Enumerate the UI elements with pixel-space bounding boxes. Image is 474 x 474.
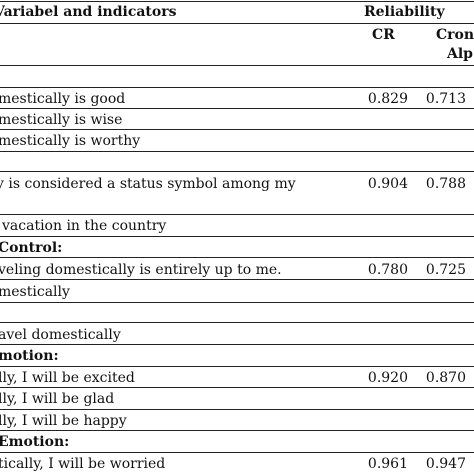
row-rule <box>0 279 474 280</box>
row-rule <box>0 430 474 431</box>
indicator-row-text: mestically <box>0 284 70 300</box>
indicator-row-text: veling domestically is entirely up to me… <box>0 262 282 278</box>
cr-value: 0.904 <box>367 176 408 192</box>
row-rule <box>0 366 474 367</box>
row-rule <box>0 387 474 388</box>
alpha-value: 0.788 <box>425 176 466 192</box>
indicator-row-text: y is considered a status symbol among my <box>0 176 296 192</box>
cr-value: 0.780 <box>367 262 408 278</box>
indicator-row-text: tically, I will be worried <box>0 456 166 472</box>
column-header-cronbach-line1: Cronb <box>436 27 474 43</box>
indicator-row-text: lly, I will be happy <box>0 413 127 429</box>
construct-heading: motion: <box>0 348 59 364</box>
row-rule <box>0 302 474 303</box>
column-header-reliability: Reliability <box>364 4 445 20</box>
alpha-value: 0.725 <box>425 262 466 278</box>
column-header-variable: Variabel and indicators <box>0 4 177 20</box>
row-rule <box>0 129 474 130</box>
indicator-row-text: mestically is worthy <box>0 133 141 149</box>
cr-value: 0.920 <box>367 370 408 386</box>
cr-value: 0.961 <box>367 456 408 472</box>
column-header-cronbach-line2: Alp <box>447 46 473 62</box>
column-header-cr: CR <box>372 27 395 43</box>
indicator-row-text: avel domestically <box>0 327 121 343</box>
header-rule <box>0 23 474 24</box>
row-rule <box>0 87 474 88</box>
header-bottom-rule <box>0 65 474 66</box>
indicator-row-text: lly, I will be excited <box>0 370 135 386</box>
row-rule <box>0 452 474 453</box>
indicator-row-text: lly, I will be glad <box>0 391 115 407</box>
table-top-rule <box>0 1 474 2</box>
alpha-value: 0.870 <box>425 370 466 386</box>
indicator-row-text: vacation in the country <box>2 218 167 234</box>
row-rule <box>0 151 474 152</box>
alpha-value: 0.713 <box>425 91 466 107</box>
row-rule <box>0 108 474 109</box>
construct-heading: Control: <box>0 240 63 256</box>
row-rule <box>0 322 474 323</box>
row-rule <box>0 409 474 410</box>
construct-heading: Emotion: <box>0 434 70 450</box>
alpha-value: 0.947 <box>425 456 466 472</box>
row-rule <box>0 214 474 215</box>
indicator-row-text: mestically is good <box>0 91 126 107</box>
indicator-row-text: mestically is wise <box>0 112 123 128</box>
cr-value: 0.829 <box>367 91 408 107</box>
row-rule <box>0 236 474 237</box>
row-rule <box>0 344 474 345</box>
row-rule <box>0 257 474 258</box>
row-rule <box>0 171 474 172</box>
